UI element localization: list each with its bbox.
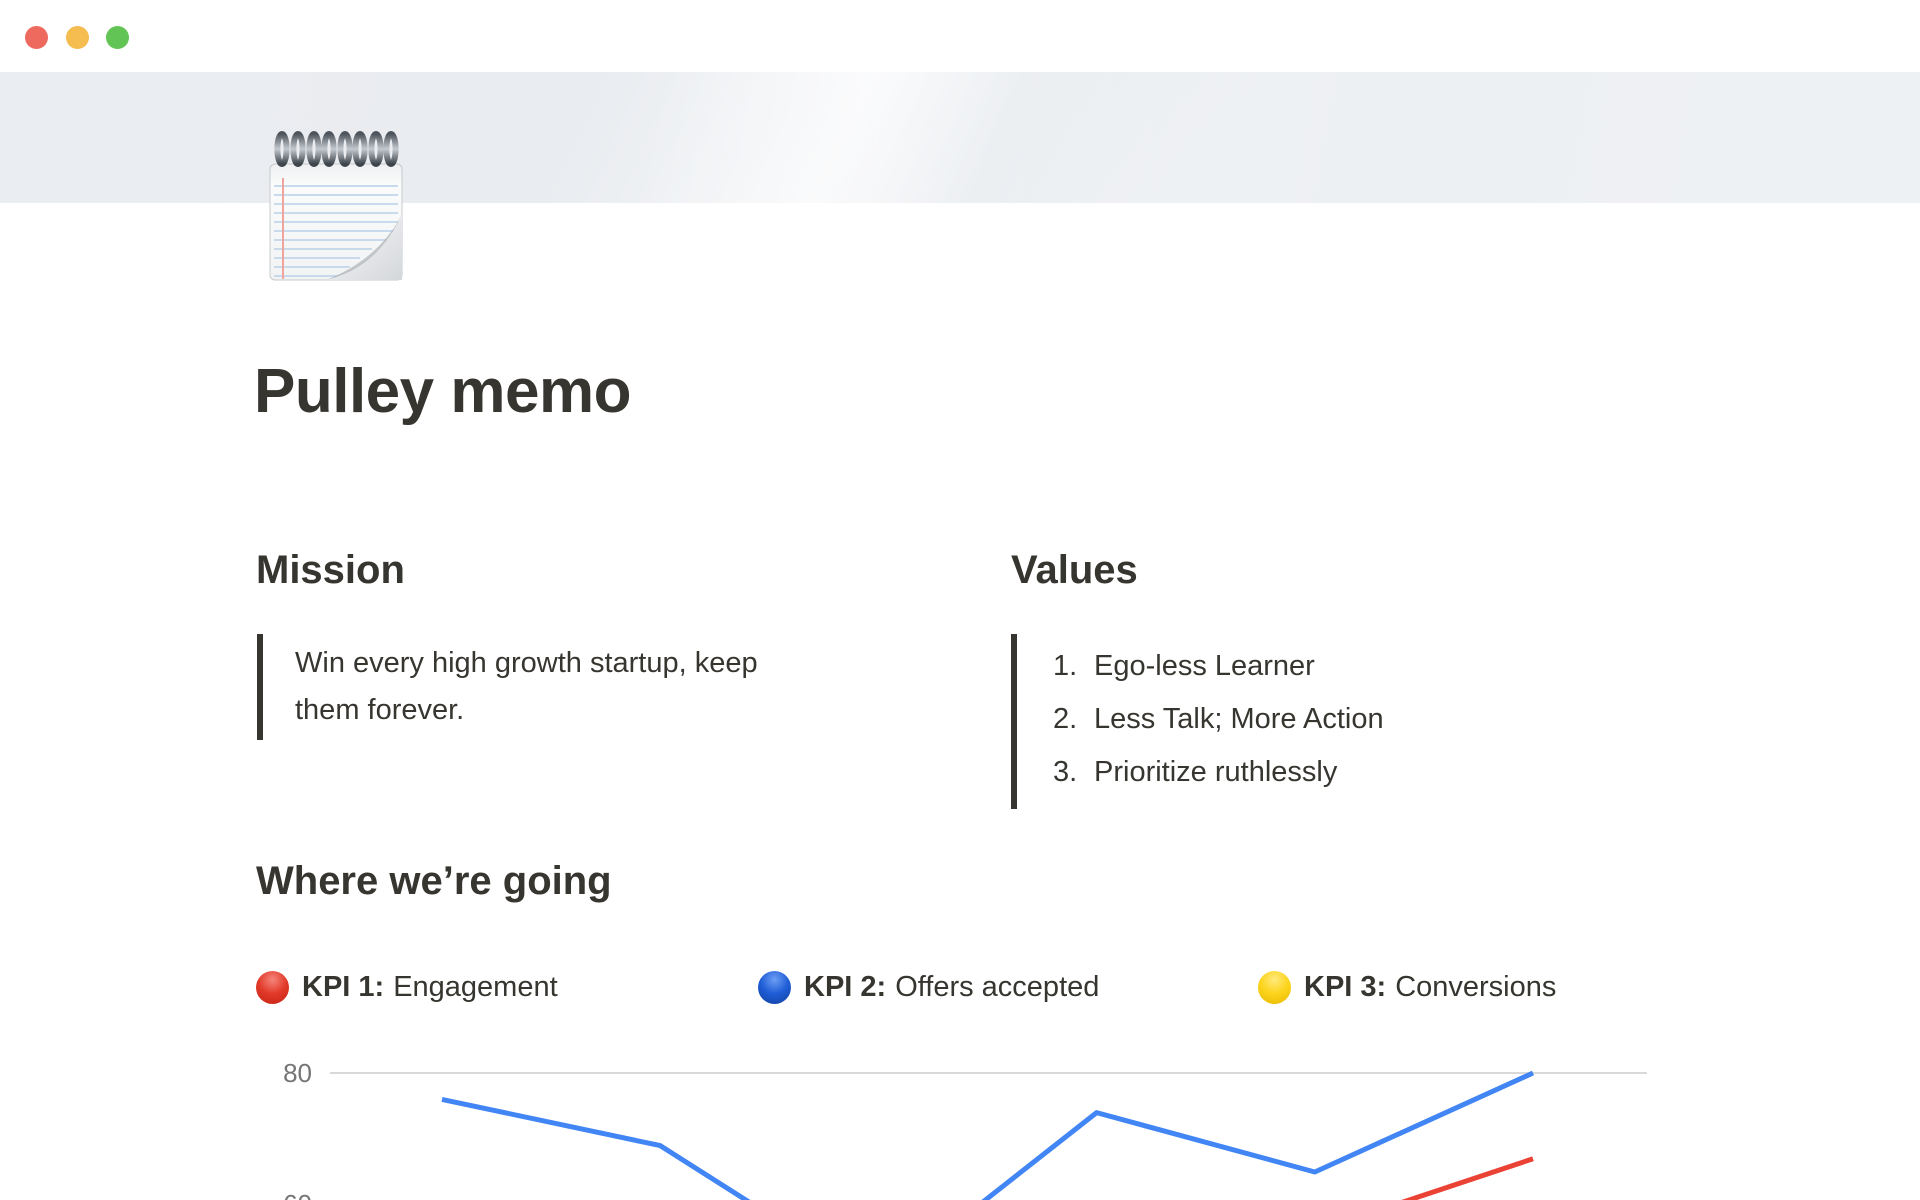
zoom-button[interactable] <box>106 26 129 49</box>
page-title[interactable]: Pulley memo <box>254 357 631 426</box>
spiral-notepad-graphic <box>269 131 403 281</box>
yellow-circle-icon <box>1258 970 1291 1004</box>
y-axis-tick-80: 80 <box>283 1058 312 1088</box>
kpi-2-text: Offers accepted <box>895 970 1100 1003</box>
kpi-1-item[interactable]: KPI 1: Engagement <box>256 966 558 1008</box>
values-heading[interactable]: Values <box>1011 548 1138 592</box>
values-item-3-number: 3. <box>1053 756 1078 788</box>
where-were-going-heading[interactable]: Where we’re going <box>256 859 612 903</box>
kpi-2-label: KPI 2: <box>804 970 887 1003</box>
kpi1-engagement-line <box>1401 1156 1534 1200</box>
values-item-3[interactable]: 3. Prioritize ruthlessly <box>1017 746 1571 799</box>
kpi-1-text: Engagement <box>393 970 558 1003</box>
values-item-1-number: 1. <box>1053 650 1078 682</box>
values-item-1-text: Ego-less Learner <box>1094 650 1315 682</box>
mission-heading[interactable]: Mission <box>256 548 405 592</box>
mission-quote-line-1: Win every high growth startup, keep <box>295 647 758 679</box>
kpi-1-label: KPI 1: <box>302 970 385 1003</box>
values-item-2-number: 2. <box>1053 703 1078 735</box>
values-item-3-text: Prioritize ruthlessly <box>1094 756 1338 788</box>
mission-quote-block[interactable]: Win every high growth startup, keep them… <box>257 634 817 740</box>
window-titlebar <box>0 0 1920 72</box>
spiral-notepad-icon[interactable] <box>268 128 404 282</box>
kpi-2-item[interactable]: KPI 2: Offers accepted <box>758 966 1099 1008</box>
blue-circle-icon <box>758 970 791 1004</box>
kpi2-offers-accepted-line <box>441 1070 1535 1200</box>
mission-quote-line-2: them forever. <box>295 694 465 726</box>
kpi-line-chart-canvas: 80 60 <box>283 1058 1647 1200</box>
kpi-3-label: KPI 3: <box>1304 970 1387 1003</box>
values-quote-block[interactable]: 1. Ego-less Learner 2. Less Talk; More A… <box>1011 634 1571 809</box>
values-item-2[interactable]: 2. Less Talk; More Action <box>1017 693 1571 746</box>
red-circle-icon <box>256 970 289 1004</box>
y-axis-tick-60: 60 <box>283 1189 312 1200</box>
minimize-button[interactable] <box>66 26 89 49</box>
values-item-2-text: Less Talk; More Action <box>1094 703 1384 735</box>
values-item-1[interactable]: 1. Ego-less Learner <box>1017 640 1571 693</box>
kpi-3-item[interactable]: KPI 3: Conversions <box>1258 966 1556 1008</box>
kpi-line-chart[interactable]: 80 60 <box>0 1040 1920 1200</box>
close-button[interactable] <box>25 26 48 49</box>
kpi-3-text: Conversions <box>1395 970 1557 1003</box>
